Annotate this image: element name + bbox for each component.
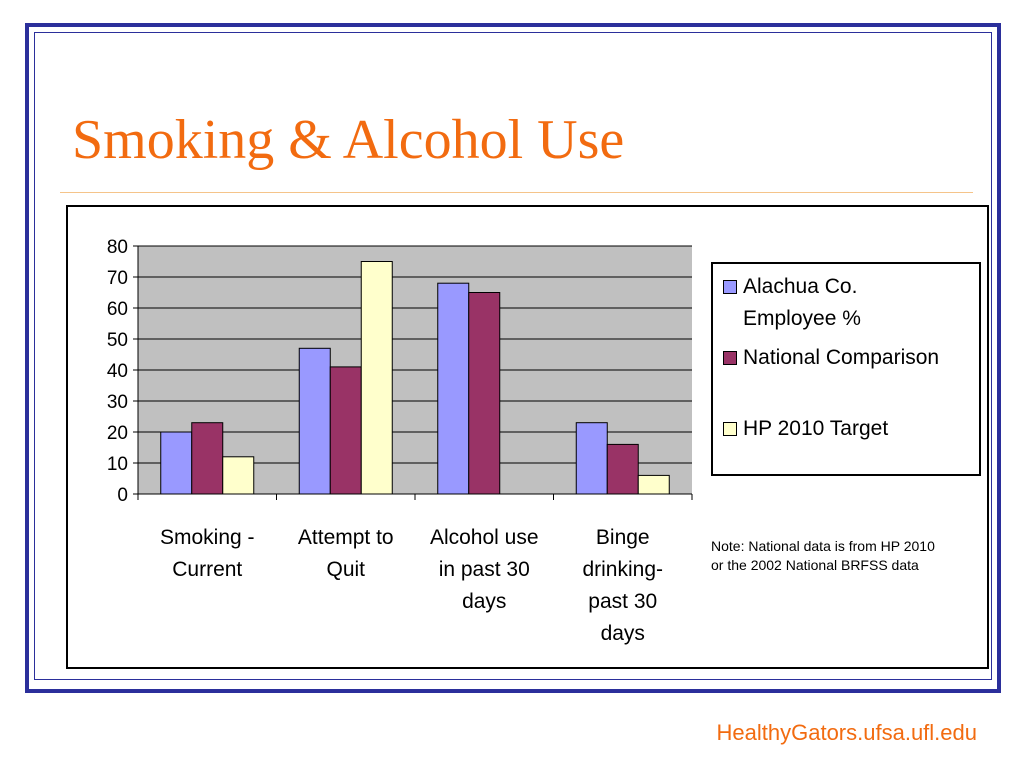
- legend-label-line: Employee %: [743, 307, 861, 330]
- x-category-label: past 30: [588, 590, 657, 613]
- x-category-label: in past 30: [439, 558, 530, 581]
- x-category-label: Binge: [596, 526, 650, 549]
- bar: [360, 261, 393, 495]
- bar: [222, 456, 255, 495]
- bar: [298, 347, 331, 495]
- x-category-label: drinking-: [582, 558, 663, 581]
- legend-label-line: Alachua Co.: [743, 275, 858, 298]
- legend-swatch-national: [723, 351, 737, 365]
- bar: [468, 292, 501, 495]
- x-category-label: Smoking -: [160, 526, 255, 549]
- x-category-label: days: [601, 622, 645, 645]
- bar: [160, 431, 193, 495]
- slide-frame-inner: [34, 32, 992, 680]
- chart-legend: Alachua Co. Employee % National Comparis…: [711, 262, 981, 476]
- y-tick-label: 30: [107, 392, 128, 413]
- y-tick-label: 10: [107, 454, 128, 475]
- x-category-label: Alcohol use: [430, 526, 539, 549]
- legend-swatch-alachua: [723, 280, 737, 294]
- x-category-label: days: [462, 590, 506, 613]
- bar-chart: 0 10 20 30 40 50 60 70 80 Smoking - Current Attempt…: [107, 237, 693, 645]
- x-category-label: Current: [172, 558, 242, 581]
- y-tick-label: 50: [107, 330, 128, 351]
- y-tick-label: 60: [107, 299, 128, 320]
- x-category-label: Quit: [326, 558, 365, 581]
- legend-swatch-hp2010: [723, 422, 737, 436]
- title-divider: [60, 192, 973, 193]
- y-tick-label: 80: [107, 237, 128, 258]
- slide-title: Smoking & Alcohol Use: [72, 109, 625, 171]
- footer-url: HealthyGators.ufsa.ufl.edu: [716, 720, 977, 745]
- bar: [437, 282, 470, 495]
- legend-label: National Comparison: [743, 346, 940, 369]
- bar: [329, 366, 362, 495]
- y-tick-label: 20: [107, 423, 128, 444]
- y-tick-label: 70: [107, 268, 128, 289]
- bar: [575, 422, 608, 495]
- bar: [606, 443, 639, 495]
- x-category-label: Attempt to: [298, 526, 394, 549]
- legend-label: HP 2010 Target: [743, 417, 889, 440]
- y-tick-label: 0: [117, 485, 128, 506]
- bar: [191, 422, 224, 495]
- y-tick-label: 40: [107, 361, 128, 382]
- bar: [637, 474, 670, 495]
- slide-frame-outer: [25, 23, 1001, 693]
- chart-note: Note: National data is from HP 2010 or t…: [711, 538, 935, 573]
